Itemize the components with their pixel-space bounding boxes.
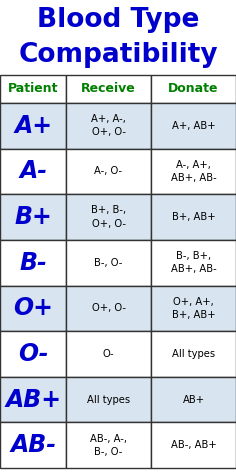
- Bar: [151, 194, 236, 240]
- Bar: [0, 331, 66, 377]
- Text: Donate: Donate: [168, 83, 219, 95]
- Bar: [66, 149, 151, 194]
- Bar: [0, 377, 66, 422]
- Bar: [0, 194, 66, 240]
- Bar: [151, 286, 236, 331]
- Text: Blood Type: Blood Type: [37, 7, 199, 33]
- Text: B-, O-: B-, O-: [94, 258, 123, 268]
- Text: B-, B+,
AB+, AB-: B-, B+, AB+, AB-: [171, 251, 216, 274]
- Text: AB-, A-,
B-, O-: AB-, A-, B-, O-: [90, 434, 127, 457]
- Bar: [0, 103, 66, 149]
- Text: AB-: AB-: [10, 433, 56, 457]
- Bar: [0, 422, 66, 468]
- Bar: [66, 240, 151, 286]
- Text: O+, O-: O+, O-: [92, 303, 126, 313]
- Bar: [151, 149, 236, 194]
- Text: B+: B+: [14, 205, 52, 229]
- Bar: [66, 286, 151, 331]
- Text: A-, A+,
AB+, AB-: A-, A+, AB+, AB-: [171, 160, 216, 183]
- Bar: [0, 149, 66, 194]
- Text: O-: O-: [103, 349, 114, 359]
- Text: A+, A-,
O+, O-: A+, A-, O+, O-: [91, 114, 126, 137]
- Text: B+, B-,
O+, O-: B+, B-, O+, O-: [91, 205, 126, 228]
- Bar: [151, 103, 236, 149]
- Text: AB+: AB+: [5, 388, 61, 412]
- Text: A-, O-: A-, O-: [94, 167, 123, 177]
- Bar: [66, 377, 151, 422]
- Text: Receive: Receive: [81, 83, 136, 95]
- Text: O+, A+,
B+, AB+: O+, A+, B+, AB+: [172, 297, 215, 320]
- Text: All types: All types: [87, 395, 130, 405]
- Bar: [151, 377, 236, 422]
- Bar: [0, 75, 66, 103]
- Bar: [0, 240, 66, 286]
- Bar: [0, 286, 66, 331]
- Text: O-: O-: [18, 342, 48, 366]
- Bar: [66, 331, 151, 377]
- Text: B-: B-: [19, 251, 47, 275]
- Text: A-: A-: [19, 160, 47, 184]
- Text: Compatibility: Compatibility: [18, 42, 218, 68]
- Text: Patient: Patient: [8, 83, 58, 95]
- Bar: [151, 331, 236, 377]
- Bar: [151, 422, 236, 468]
- Text: A+: A+: [14, 114, 52, 138]
- Bar: [66, 422, 151, 468]
- Text: A+, AB+: A+, AB+: [172, 121, 215, 131]
- Text: AB-, AB+: AB-, AB+: [171, 440, 216, 450]
- Text: B+, AB+: B+, AB+: [172, 212, 215, 222]
- Bar: [66, 103, 151, 149]
- Bar: [151, 75, 236, 103]
- Bar: [151, 240, 236, 286]
- Text: AB+: AB+: [182, 395, 205, 405]
- Bar: [66, 194, 151, 240]
- Text: All types: All types: [172, 349, 215, 359]
- Bar: [66, 75, 151, 103]
- Text: O+: O+: [13, 296, 53, 320]
